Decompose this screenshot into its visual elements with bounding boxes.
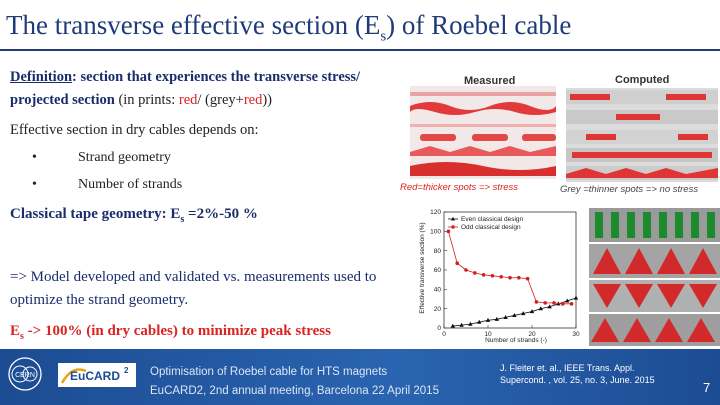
- effective-section-text: Effective section in dry cables depends …: [10, 122, 259, 138]
- caption-grey: Grey =thinner spots => no stress: [560, 184, 699, 195]
- data-point: [538, 306, 543, 311]
- data-point: [569, 302, 574, 306]
- es-end: -> 100% (in dry cables) to minimize peak…: [23, 323, 331, 339]
- y-tick-label: 60: [434, 267, 442, 274]
- x-axis-label: Number of strands (-): [485, 337, 547, 344]
- data-point: [503, 314, 508, 319]
- data-point: [450, 323, 455, 328]
- data-point: [565, 298, 570, 303]
- definition-red-word: red: [178, 92, 198, 108]
- definition-text: : section that experiences the transvers…: [10, 69, 361, 108]
- eucard-logo-text: EuCARD: [70, 369, 120, 383]
- title-divider: [0, 49, 720, 51]
- bullet-dot: •: [32, 150, 37, 165]
- data-point: [485, 317, 491, 322]
- computed-print-image: [566, 88, 718, 182]
- bullet-text: Strand geometry: [78, 150, 171, 165]
- data-point: [446, 229, 451, 234]
- data-point: [561, 302, 565, 306]
- y-tick-label: 80: [434, 248, 442, 255]
- data-point: [477, 319, 482, 324]
- bullet-text: Number of strands: [78, 177, 183, 192]
- eucard-logo: EuCARD 2: [58, 363, 136, 387]
- x-tick-label: 30: [572, 331, 580, 338]
- eucard-logo-sup: 2: [124, 366, 129, 375]
- effective-section-chart: Effective transverse section (%) Number …: [416, 206, 586, 344]
- bullet-item: • Number of strands: [32, 177, 182, 204]
- tape-geometry-image: [589, 208, 720, 346]
- legend-marker: [451, 216, 455, 221]
- data-point: [481, 273, 486, 277]
- y-axis-label: Effective transverse section (%): [419, 222, 426, 313]
- classical-geometry-text: Classical tape geometry: Es =2%-50 %: [10, 206, 258, 225]
- footer-line-2: EuCARD2, 2nd annual meeting, Barcelona 2…: [150, 385, 439, 397]
- reference-citation: J. Fleiter et. al., IEEE Trans. Appl. Sup…: [500, 362, 670, 386]
- footer-line-1: Optimisation of Roebel cable for HTS mag…: [150, 366, 388, 378]
- data-point: [543, 301, 547, 305]
- y-tick-label: 0: [437, 325, 441, 332]
- reference-line-1: J. Fleiter et. al., IEEE Trans. Appl.: [500, 363, 635, 373]
- y-tick-label: 100: [430, 229, 441, 236]
- definition-grey-part: / (grey+: [197, 92, 244, 108]
- data-point: [534, 300, 539, 304]
- definition-label: Definition: [10, 69, 73, 85]
- cern-logo-text: CERN: [15, 372, 35, 379]
- legend-label: Even classical design: [461, 216, 524, 223]
- data-point: [455, 261, 459, 266]
- measured-label: Measured: [464, 75, 516, 87]
- bullet-item: • Strand geometry: [32, 150, 182, 177]
- legend-label: Odd classical design: [461, 224, 521, 231]
- definition-paren-open: (in prints:: [114, 92, 179, 108]
- x-tick-label: 10: [484, 331, 492, 338]
- caption-red: Red=thicker spots => stress: [400, 182, 519, 193]
- bullet-dot: •: [32, 177, 37, 192]
- data-point: [529, 309, 535, 314]
- slide-title: The transverse effective section (Es) of…: [6, 10, 571, 45]
- data-point: [464, 268, 468, 272]
- classical-end: =2%-50 %: [184, 206, 258, 222]
- es-subscript: s: [20, 331, 24, 342]
- data-point: [468, 321, 473, 326]
- definition-red-word-2: red: [243, 92, 263, 108]
- data-point: [552, 301, 556, 305]
- data-point: [512, 313, 517, 318]
- data-point: [525, 276, 530, 281]
- model-text: => Model developed and validated vs. mea…: [10, 269, 377, 308]
- es-conclusion-text: Es -> 100% (in dry cables) to minimize p…: [10, 323, 331, 342]
- y-tick-label: 120: [430, 209, 441, 216]
- x-tick-label: 20: [528, 331, 536, 338]
- data-point: [517, 275, 521, 280]
- classical-subscript: s: [180, 214, 185, 225]
- title-subscript: s: [380, 28, 387, 45]
- definition-paren-close: )): [262, 92, 273, 108]
- title-end-text: ) of Roebel cable: [386, 10, 572, 40]
- x-tick-label: 0: [442, 331, 446, 338]
- data-point: [499, 274, 503, 279]
- data-point: [573, 295, 579, 300]
- computed-label: Computed: [615, 74, 670, 86]
- cern-logo: CERN: [8, 357, 42, 391]
- data-point: [459, 322, 464, 327]
- es-main: E: [10, 323, 21, 339]
- data-point: [490, 274, 495, 278]
- page-number: 7: [703, 380, 711, 395]
- data-point: [508, 275, 512, 280]
- classical-main: Classical tape geometry: E: [10, 206, 181, 222]
- measured-print-image: [410, 86, 556, 179]
- y-tick-label: 20: [434, 306, 442, 313]
- legend-marker: [451, 225, 455, 229]
- title-text: The transverse effective section (E: [6, 10, 381, 40]
- data-point: [547, 304, 552, 309]
- data-point: [494, 316, 499, 321]
- data-point: [521, 311, 526, 316]
- definition-paragraph: Definition: section that experiences the…: [10, 66, 405, 112]
- bullet-list: • Strand geometry • Number of strands: [32, 150, 182, 204]
- reference-line-2: Supercond. , vol. 25, no. 3, June. 2015: [500, 375, 655, 385]
- y-tick-label: 40: [434, 287, 442, 294]
- data-point: [473, 271, 477, 275]
